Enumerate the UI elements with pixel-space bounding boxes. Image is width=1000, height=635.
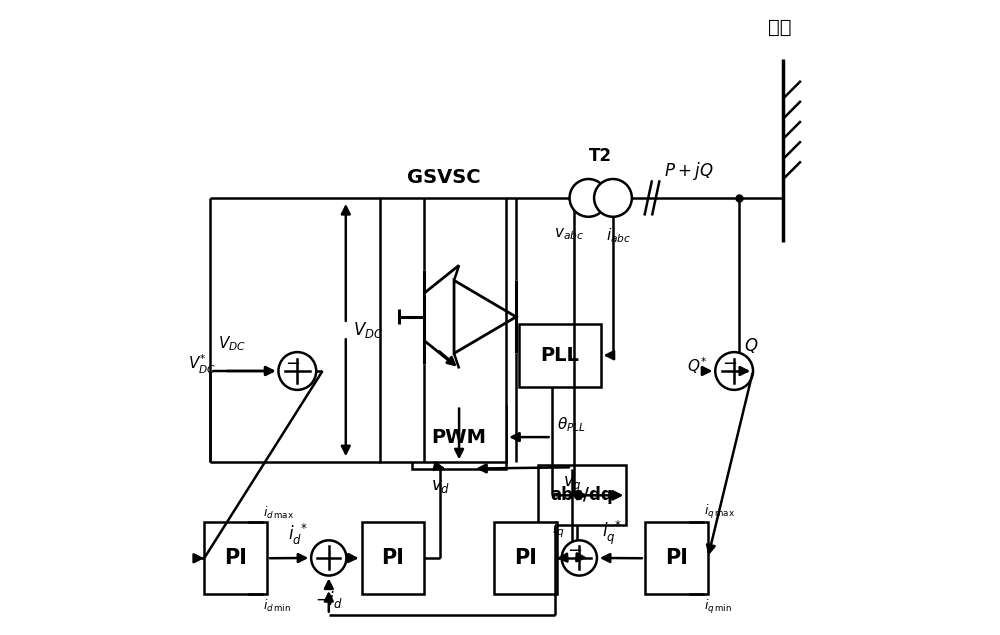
FancyBboxPatch shape <box>412 406 506 469</box>
Circle shape <box>562 540 597 575</box>
Text: $i_{q\,\mathrm{min}}$: $i_{q\,\mathrm{min}}$ <box>704 598 732 615</box>
FancyBboxPatch shape <box>645 522 708 594</box>
Text: $i_q^{\ *}$: $i_q^{\ *}$ <box>602 519 622 547</box>
Circle shape <box>594 179 632 217</box>
Text: PWM: PWM <box>432 427 487 446</box>
FancyBboxPatch shape <box>204 522 267 594</box>
Circle shape <box>278 352 316 390</box>
Text: PI: PI <box>665 548 688 568</box>
Text: $v_d$: $v_d$ <box>431 478 450 495</box>
Text: $-$: $-$ <box>722 352 737 371</box>
Text: GSVSC: GSVSC <box>407 168 480 187</box>
Text: $i_{q\,\mathrm{max}}$: $i_{q\,\mathrm{max}}$ <box>704 503 735 521</box>
Text: $V_{DC}^{*}$: $V_{DC}^{*}$ <box>188 353 216 377</box>
Text: $-i_d$: $-i_d$ <box>315 589 343 610</box>
Text: $i_{d\,\mathrm{max}}$: $i_{d\,\mathrm{max}}$ <box>263 505 295 521</box>
Text: $i_q$: $i_q$ <box>552 519 565 540</box>
Circle shape <box>570 179 607 217</box>
Circle shape <box>715 352 753 390</box>
Text: T2: T2 <box>589 147 612 165</box>
Text: $V_{DC}$: $V_{DC}$ <box>218 335 246 354</box>
Text: $v_q$: $v_q$ <box>563 475 582 495</box>
Text: abc/dq: abc/dq <box>550 486 613 504</box>
Text: $-$: $-$ <box>285 352 300 371</box>
Text: $Q$: $Q$ <box>744 337 759 355</box>
FancyBboxPatch shape <box>519 324 601 387</box>
Text: 电网: 电网 <box>768 18 792 37</box>
Text: $Q^{*}$: $Q^{*}$ <box>687 356 707 377</box>
FancyBboxPatch shape <box>538 465 626 525</box>
Circle shape <box>311 540 346 575</box>
FancyBboxPatch shape <box>362 522 424 594</box>
Text: $-$: $-$ <box>567 540 582 558</box>
Text: $i_{d\,\mathrm{min}}$: $i_{d\,\mathrm{min}}$ <box>263 598 291 613</box>
FancyBboxPatch shape <box>494 522 557 594</box>
Text: $P+jQ$: $P+jQ$ <box>664 160 714 182</box>
Text: PI: PI <box>514 548 537 568</box>
Text: $i_{abc}$: $i_{abc}$ <box>606 226 631 245</box>
Text: $\theta_{PLL}$: $\theta_{PLL}$ <box>557 415 586 434</box>
Text: PLL: PLL <box>540 346 579 364</box>
Text: PI: PI <box>382 548 404 568</box>
Text: $V_{DC}$: $V_{DC}$ <box>353 320 384 340</box>
FancyBboxPatch shape <box>380 198 506 462</box>
Text: $i_d^{\ *}$: $i_d^{\ *}$ <box>288 522 308 547</box>
Text: $v_{abc}$: $v_{abc}$ <box>554 226 584 242</box>
Text: PI: PI <box>224 548 247 568</box>
